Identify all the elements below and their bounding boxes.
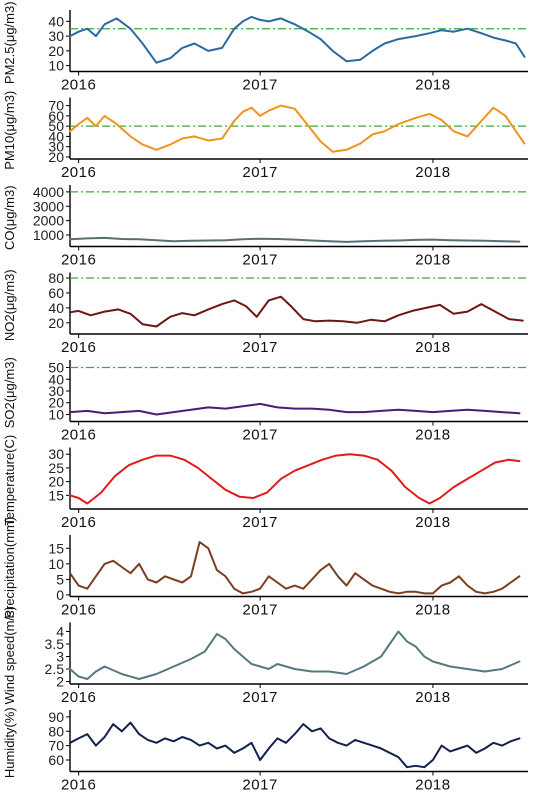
y-axis-label: Wind speed(m/s): [2, 606, 17, 704]
y-tick-label: 3: [56, 649, 64, 665]
y-tick-label: 15: [48, 487, 64, 503]
x-tick-label: 2018: [415, 164, 450, 181]
x-tick-label: 2018: [415, 777, 450, 794]
y-tick-label: 70: [48, 98, 64, 114]
y-tick-label: 2: [56, 674, 64, 690]
y-tick-label: 3.5: [45, 636, 65, 652]
x-tick-label: 2016: [61, 514, 96, 531]
x-tick-label: 2018: [415, 427, 450, 444]
y-tick-label: 20: [48, 474, 64, 490]
y-tick-label: 0: [56, 587, 64, 603]
y-tick-label: 80: [48, 270, 64, 286]
x-tick-label: 2016: [61, 339, 96, 356]
x-tick-label: 2018: [415, 77, 450, 94]
y-tick-label: 80: [48, 723, 64, 739]
x-tick-label: 2018: [415, 689, 450, 706]
y-tick-label: 30: [48, 383, 64, 399]
y-tick-label: 20: [48, 315, 64, 331]
y-tick-label: 5: [56, 571, 64, 587]
x-tick-label: 2016: [61, 77, 96, 94]
series-line: [69, 453, 521, 505]
x-tick-label: 2017: [242, 777, 277, 794]
x-tick-label: 2016: [61, 602, 96, 619]
y-tick-label: 40: [48, 371, 64, 387]
y-axis-label: NO2(μg/m3): [2, 269, 17, 341]
x-tick-label: 2016: [61, 777, 96, 794]
y-tick-label: 60: [48, 285, 64, 301]
series-line: [69, 402, 521, 416]
y-tick-label: 50: [48, 360, 64, 376]
y-axis-label: CO(μg/m3): [2, 185, 17, 250]
x-tick-label: 2017: [242, 427, 277, 444]
x-tick-label: 2018: [415, 339, 450, 356]
y-tick-label: 2000: [33, 213, 64, 229]
y-tick-label: 25: [48, 460, 64, 476]
x-tick-label: 2017: [242, 252, 277, 269]
series-line: [69, 236, 521, 243]
y-tick-label: 60: [48, 108, 64, 124]
y-tick-label: 60: [48, 752, 64, 768]
y-tick-label: 30: [48, 446, 64, 462]
y-axis-label: SO2(μg/m3): [2, 357, 17, 428]
y-tick-label: 10: [48, 406, 64, 422]
x-tick-label: 2016: [61, 164, 96, 181]
y-tick-label: 30: [48, 28, 64, 44]
series-line: [69, 295, 524, 328]
y-axis-label: Precipitation(mm): [2, 517, 17, 619]
series-line: [69, 721, 521, 769]
y-axis-label: PM2.5(μg/m3): [2, 1, 17, 84]
x-tick-label: 2016: [61, 427, 96, 444]
y-tick-label: 20: [48, 43, 64, 59]
x-tick-label: 2016: [61, 689, 96, 706]
x-tick-label: 2018: [415, 602, 450, 619]
y-tick-label: 40: [48, 13, 64, 29]
x-tick-label: 2017: [242, 514, 277, 531]
y-tick-label: 1000: [33, 227, 64, 243]
x-tick-label: 2017: [242, 164, 277, 181]
y-axis-label: Temperature(C): [2, 435, 17, 526]
y-tick-label: 40: [48, 128, 64, 144]
y-tick-label: 90: [48, 709, 64, 725]
panel-8: 22.533.54 2016 2017 2018 Wind speed(m/s): [2, 606, 528, 706]
y-tick-label: 15: [48, 540, 64, 556]
x-tick-label: 2017: [242, 689, 277, 706]
y-axis-label: PM10(μg/m3): [2, 91, 17, 170]
series-line: [69, 630, 521, 680]
y-tick-label: 4: [56, 624, 64, 640]
x-tick-label: 2017: [242, 339, 277, 356]
x-tick-label: 2017: [242, 77, 277, 94]
y-tick-label: 30: [48, 139, 64, 155]
y-tick-label: 20: [48, 149, 64, 165]
series-line: [69, 15, 526, 64]
y-tick-label: 10: [48, 556, 64, 572]
y-tick-label: 2.5: [45, 661, 65, 677]
y-tick-label: 4000: [33, 184, 64, 200]
x-tick-label: 2018: [415, 252, 450, 269]
series-line: [69, 541, 521, 595]
x-tick-label: 2016: [61, 252, 96, 269]
y-tick-label: 50: [48, 118, 64, 134]
x-tick-label: 2017: [242, 602, 277, 619]
y-tick-label: 20: [48, 395, 64, 411]
y-tick-label: 40: [48, 300, 64, 316]
y-tick-label: 70: [48, 738, 64, 754]
series-line: [69, 104, 526, 153]
x-tick-label: 2018: [415, 514, 450, 531]
y-tick-label: 3000: [33, 198, 64, 214]
y-tick-label: 10: [48, 58, 64, 74]
y-axis-label: Humidity(%): [2, 707, 17, 778]
